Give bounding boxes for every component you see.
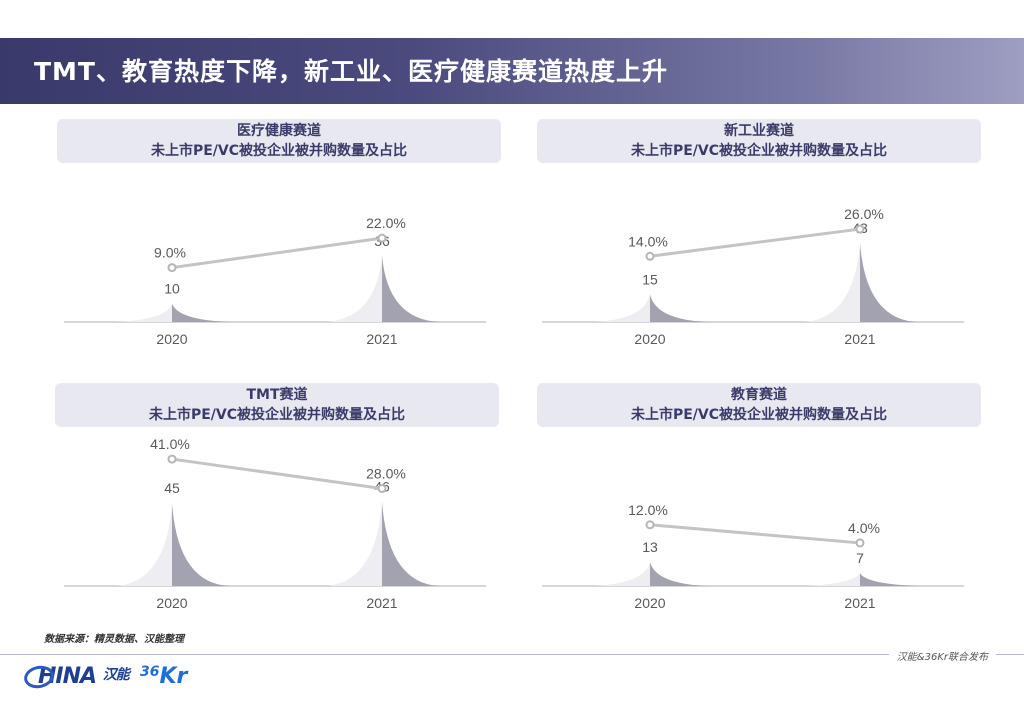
peak-2021	[382, 255, 440, 322]
source-note: 数据来源：精灵数据、汉能整理	[44, 634, 184, 645]
peak-2020	[172, 503, 230, 586]
pct-label-2020: 41.0%	[150, 436, 190, 452]
count-label-2020: 15	[642, 271, 658, 287]
pct-point-2020	[645, 251, 655, 261]
peak-2020	[650, 294, 708, 322]
panel-title: 医疗健康赛道	[237, 123, 321, 139]
tick-label-2021: 2021	[366, 331, 397, 347]
pct-point-2020	[645, 520, 655, 530]
logo-kr-text: Kr	[159, 664, 188, 689]
peak-light-2020	[114, 303, 172, 322]
tick-label-2020: 2020	[156, 331, 187, 347]
pct-line	[171, 236, 383, 270]
peak-2020	[172, 303, 230, 322]
page-title: TMT、教育热度下降，新工业、医疗健康赛道热度上升	[34, 57, 668, 86]
count-label-2020: 10	[164, 281, 180, 297]
pct-point-2021	[377, 233, 387, 243]
hanneng-logo: HINA 汉能	[22, 663, 130, 691]
peak-2021	[860, 573, 918, 586]
pct-line	[649, 523, 861, 545]
panel-header-medical: 医疗健康赛道 未上市PE/VC被投企业被并购数量及占比	[57, 119, 501, 163]
peak-light-2021	[802, 573, 860, 586]
panel-title: 教育赛道	[731, 387, 787, 403]
header-band	[0, 38, 1024, 104]
peak-light-2021	[324, 255, 382, 322]
pct-point-2021	[855, 538, 865, 548]
peak-light-2021	[324, 501, 382, 586]
panel-title: TMT赛道	[246, 387, 308, 403]
pct-line	[649, 227, 861, 258]
pct-label-2020: 12.0%	[628, 502, 668, 518]
count-label-2020: 45	[164, 480, 180, 496]
panel-header-industry: 新工业赛道 未上市PE/VC被投企业被并购数量及占比	[537, 119, 981, 163]
pct-point-2021	[377, 484, 387, 494]
tick-label-2020: 2020	[634, 331, 665, 347]
pct-label-2021: 4.0%	[848, 520, 880, 536]
release-note: 汉能&36Kr联合发布	[888, 648, 996, 663]
peak-light-2020	[114, 503, 172, 586]
logo-china-text: HINA	[38, 664, 97, 689]
tick-label-2021: 2021	[844, 331, 875, 347]
pct-label-2020: 9.0%	[154, 245, 186, 261]
panel-subtitle: 未上市PE/VC被投企业被并购数量及占比	[630, 143, 888, 159]
peak-light-2020	[592, 562, 650, 586]
peak-2021	[860, 242, 918, 322]
peak-2020	[650, 562, 708, 586]
pct-label-2021: 26.0%	[844, 206, 884, 222]
pct-point-2020	[167, 454, 177, 464]
pct-point-2020	[167, 263, 177, 273]
36kr-logo: 36Kr	[140, 664, 187, 689]
peak-2021	[382, 501, 440, 586]
peak-light-2020	[592, 294, 650, 322]
pct-label-2021: 22.0%	[366, 215, 406, 231]
panel-header-education: 教育赛道 未上市PE/VC被投企业被并购数量及占比	[537, 383, 981, 427]
pct-point-2021	[855, 224, 865, 234]
panel-header-tmt: TMT赛道 未上市PE/VC被投企业被并购数量及占比	[55, 383, 499, 427]
panel-subtitle: 未上市PE/VC被投企业被并购数量及占比	[150, 143, 408, 159]
tick-label-2020: 2020	[634, 595, 665, 611]
logo-china-cn: 汉能	[102, 667, 130, 683]
tick-label-2020: 2020	[156, 595, 187, 611]
peak-light-2021	[802, 242, 860, 322]
panel-subtitle: 未上市PE/VC被投企业被并购数量及占比	[630, 407, 888, 423]
pct-label-2020: 14.0%	[628, 233, 668, 249]
pct-line	[171, 457, 383, 491]
tick-label-2021: 2021	[366, 595, 397, 611]
chart-education: 13 7 12.0% 4.0% 2020 2021	[542, 502, 964, 611]
panel-title: 新工业赛道	[724, 123, 794, 139]
tick-label-2021: 2021	[844, 595, 875, 611]
count-label-2020: 13	[642, 539, 658, 555]
footer-divider	[0, 654, 1024, 655]
pct-label-2021: 28.0%	[366, 466, 406, 482]
count-label-2021: 7	[856, 550, 864, 566]
panel-subtitle: 未上市PE/VC被投企业被并购数量及占比	[148, 407, 406, 423]
logo-36-text: 36	[140, 664, 160, 680]
